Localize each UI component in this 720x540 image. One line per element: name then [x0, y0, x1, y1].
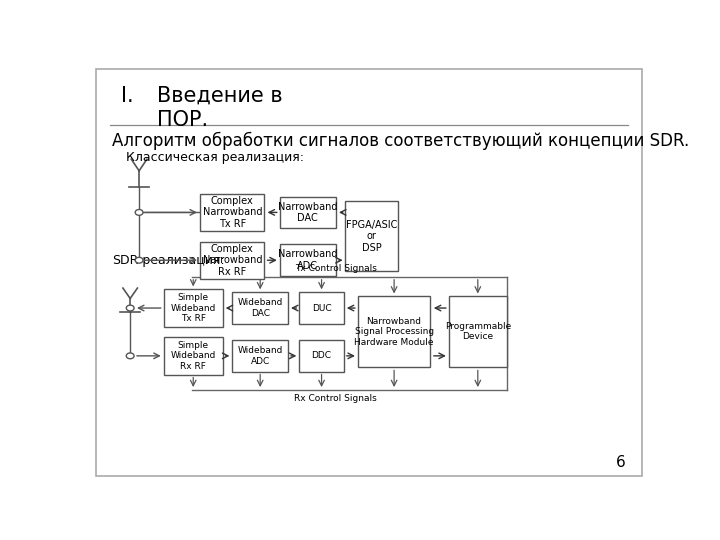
FancyBboxPatch shape — [200, 241, 264, 279]
Text: Narrowband
DAC: Narrowband DAC — [278, 201, 338, 223]
Circle shape — [126, 353, 134, 359]
FancyBboxPatch shape — [164, 289, 222, 327]
FancyBboxPatch shape — [449, 296, 507, 367]
Text: Simple
Wideband
Rx RF: Simple Wideband Rx RF — [171, 341, 216, 371]
FancyBboxPatch shape — [300, 292, 344, 324]
FancyBboxPatch shape — [280, 245, 336, 276]
Text: DDC: DDC — [312, 352, 332, 360]
FancyBboxPatch shape — [233, 292, 288, 324]
Text: Complex
Narrowband
Rx RF: Complex Narrowband Rx RF — [202, 244, 262, 277]
Text: DUC: DUC — [312, 303, 331, 313]
Text: Tx Control Signals: Tx Control Signals — [295, 264, 377, 273]
FancyBboxPatch shape — [164, 337, 222, 375]
FancyBboxPatch shape — [300, 340, 344, 372]
Text: FPGA/ASIC
or
DSP: FPGA/ASIC or DSP — [346, 219, 397, 253]
FancyBboxPatch shape — [280, 197, 336, 228]
Circle shape — [126, 305, 134, 311]
Text: Wideband
ADC: Wideband ADC — [238, 346, 283, 366]
Text: Классическая реализация:: Классическая реализация: — [126, 151, 305, 164]
FancyBboxPatch shape — [233, 340, 288, 372]
Text: Narrowband
ADC: Narrowband ADC — [278, 249, 338, 271]
Text: Wideband
DAC: Wideband DAC — [238, 298, 283, 318]
FancyBboxPatch shape — [96, 69, 642, 476]
Text: Programmable
Device: Programmable Device — [445, 322, 511, 341]
FancyBboxPatch shape — [200, 194, 264, 231]
Text: Алгоритм обработки сигналов соответствующий концепции SDR.: Алгоритм обработки сигналов соответствую… — [112, 131, 690, 150]
Text: Введение в
ПОР.: Введение в ПОР. — [157, 85, 282, 130]
Text: Simple
Wideband
Tx RF: Simple Wideband Tx RF — [171, 293, 216, 323]
Text: SDR-реализация:: SDR-реализация: — [112, 254, 225, 267]
Text: I.: I. — [121, 85, 133, 106]
FancyBboxPatch shape — [358, 296, 431, 367]
Text: Complex
Narrowband
Tx RF: Complex Narrowband Tx RF — [202, 196, 262, 229]
FancyBboxPatch shape — [346, 201, 398, 272]
Circle shape — [135, 258, 143, 263]
Circle shape — [135, 210, 143, 215]
Text: Narrowband
Signal Processing
Hardware Module: Narrowband Signal Processing Hardware Mo… — [354, 317, 434, 347]
Text: 6: 6 — [616, 455, 626, 470]
Text: Rx Control Signals: Rx Control Signals — [294, 394, 377, 403]
